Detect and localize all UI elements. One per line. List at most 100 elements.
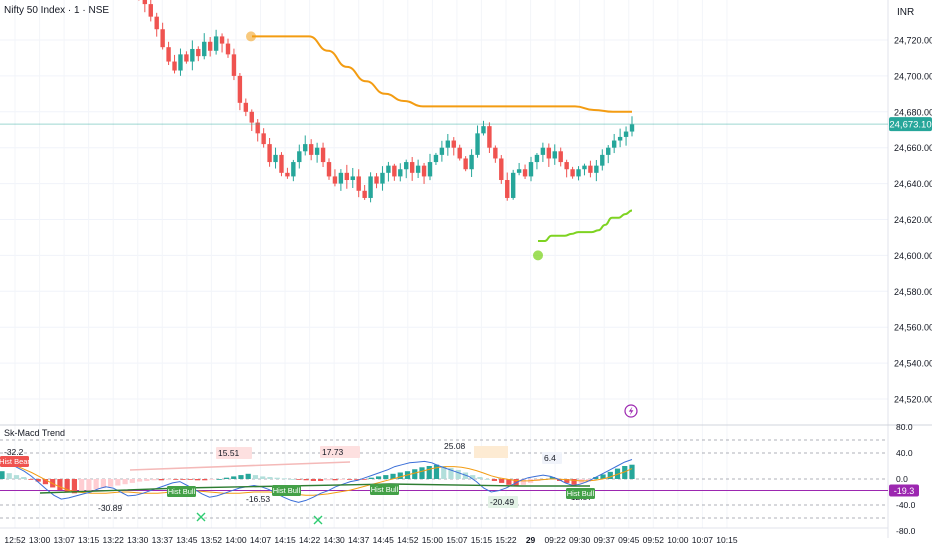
candle — [338, 169, 344, 191]
candle-body — [409, 162, 415, 173]
candle-body — [243, 102, 249, 112]
signal-tag-bg — [0, 456, 29, 467]
histogram-bar — [318, 479, 324, 481]
histogram-bar — [93, 479, 99, 490]
price-axis[interactable]: 24,720.00 24,700.00 24,680.00 24,660.00 24,6… — [894, 36, 932, 405]
histogram-bar — [332, 479, 338, 481]
time-tick-label: 10:00 — [667, 535, 689, 545]
histogram-bar — [600, 474, 606, 479]
histogram-bar — [209, 479, 215, 480]
signal-tag-bg — [566, 488, 595, 499]
candle-body — [362, 190, 367, 198]
time-tick-label: 15:07 — [446, 535, 468, 545]
candle-body — [505, 180, 510, 198]
candle-body — [237, 75, 243, 103]
indicator-tick-label: 80.0 — [896, 422, 913, 432]
candle — [273, 147, 278, 169]
currency-label[interactable]: INR — [897, 7, 914, 18]
indicator-title[interactable]: Sk-Macd Trend — [4, 428, 65, 438]
time-tick-label: 14:15 — [274, 535, 296, 545]
macd-value-label-bg — [542, 452, 562, 464]
histogram-bar — [216, 479, 222, 480]
candle-body — [427, 162, 433, 177]
histogram-bar — [484, 479, 490, 480]
candle-body — [308, 144, 314, 155]
candle — [617, 128, 623, 148]
candle — [213, 29, 219, 55]
macd-value-label: 6.4 — [542, 452, 562, 464]
histogram-bar — [455, 469, 461, 479]
candle — [439, 140, 445, 162]
signal-tag-bull: Hist Bull — [272, 485, 301, 496]
histogram-bar — [42, 479, 49, 485]
histogram-bar — [549, 477, 555, 479]
candle — [623, 126, 629, 146]
last-price-badge[interactable]: 24,673.10 — [889, 117, 932, 132]
candle — [297, 144, 302, 169]
candle — [350, 167, 355, 188]
trail-stop-lower-marker — [533, 250, 543, 261]
macd-value-label-text: -32.2 — [4, 447, 24, 457]
time-tick-label: 13:30 — [127, 535, 149, 545]
histogram-bar — [281, 478, 288, 480]
signal-tag-bear: Hist Bear — [0, 456, 30, 467]
candle-body — [510, 172, 516, 198]
candle — [303, 135, 308, 156]
macd-value-label-text: 6.4 — [544, 453, 556, 463]
candle — [404, 159, 409, 179]
candle — [516, 162, 522, 176]
candle-body — [421, 165, 427, 177]
histogram-bar — [252, 475, 259, 479]
candle-body — [213, 36, 219, 51]
price-tick-label: 24,600.00 — [894, 251, 932, 261]
histogram-bar — [13, 475, 20, 479]
candle — [457, 144, 462, 161]
candle — [398, 163, 403, 182]
macd-value-label-text: -16.53 — [246, 494, 270, 504]
macd-readout-badge[interactable]: -19.3 — [889, 484, 919, 497]
candle-body — [207, 41, 213, 51]
candle — [344, 164, 350, 189]
candle-body — [564, 162, 569, 170]
last-price-label: 24,673.10 — [889, 119, 931, 130]
candle-body — [279, 154, 284, 173]
candle-body — [190, 48, 195, 62]
candle-body — [225, 43, 231, 55]
candle — [481, 120, 486, 136]
candle — [493, 145, 498, 163]
candle — [546, 143, 552, 167]
histogram-bar — [28, 479, 34, 480]
candle-body — [202, 41, 207, 57]
candle-body — [350, 176, 355, 181]
candle — [505, 172, 510, 201]
indicator-axis[interactable]: 80.0 40.0 0.0 -40.0 -80.0 — [896, 422, 916, 536]
candle-body — [261, 133, 266, 145]
histogram-bar — [260, 476, 266, 479]
signal-tag-bg — [370, 484, 399, 495]
price-tick-label: 24,520.00 — [894, 395, 932, 405]
candle-body — [231, 54, 237, 76]
candle — [207, 36, 213, 57]
candle — [433, 152, 439, 165]
candle-body — [606, 147, 611, 155]
histogram-bar — [144, 479, 150, 481]
histogram-bar — [6, 473, 12, 479]
macd-value-label: -20.49 — [488, 496, 518, 508]
grid-lines — [0, 0, 888, 528]
macd-line — [1, 457, 633, 503]
histogram-bar — [173, 479, 179, 480]
indicator-tick-label: -80.0 — [896, 526, 916, 536]
signal-tag-text: Hist Bull — [567, 489, 595, 498]
time-axis[interactable]: 12:52 13:00 13:07 13:15 13:22 13:30 13:37 13:45… — [4, 535, 737, 545]
lightning-icon[interactable] — [624, 404, 638, 418]
histogram-bar — [375, 476, 382, 479]
candle — [564, 159, 569, 178]
candle-body — [386, 165, 391, 173]
candle — [332, 169, 338, 187]
symbol-title[interactable]: Nifty 50 Index · 1 · NSE — [4, 5, 109, 16]
price-tick-label: 24,680.00 — [894, 107, 932, 117]
histogram-bar — [71, 479, 78, 494]
macd-value-label-text: 15.51 — [218, 448, 240, 458]
time-tick-label: 13:00 — [29, 535, 51, 545]
